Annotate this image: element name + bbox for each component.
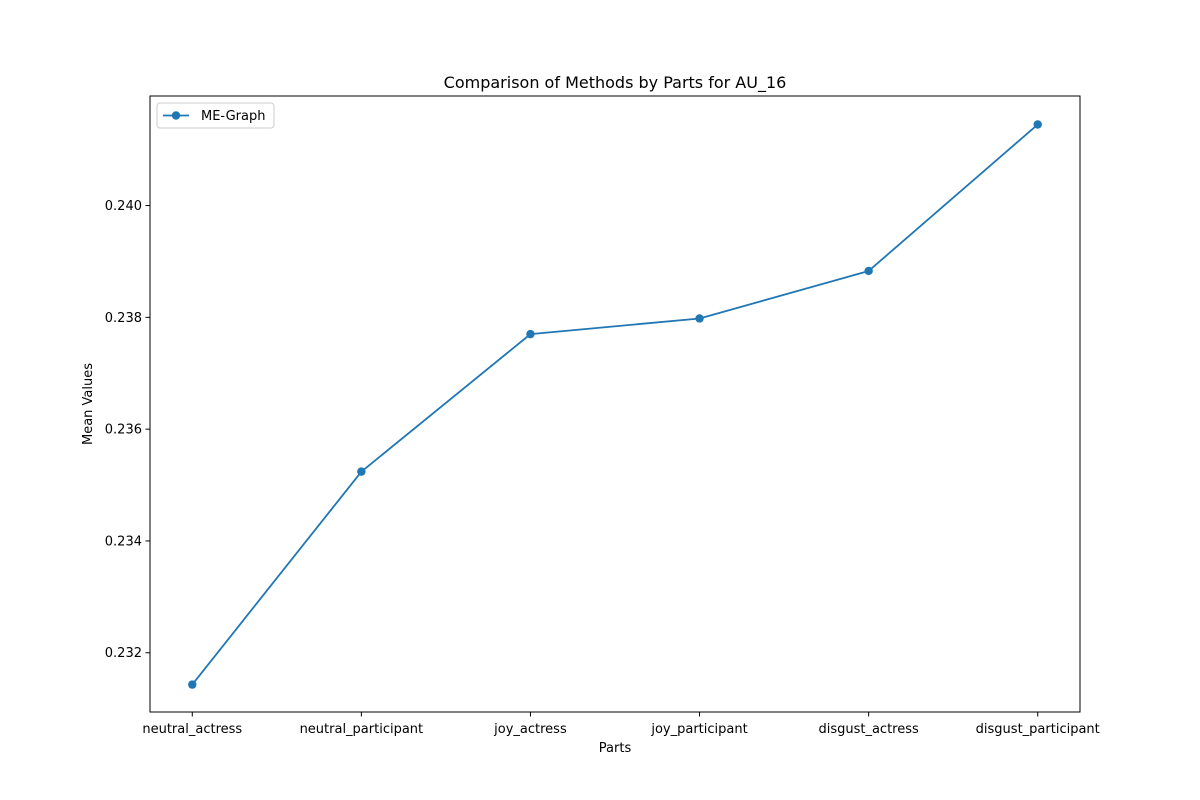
y-tick-label: 0.232: [105, 646, 142, 661]
legend-box: [156, 102, 275, 129]
y-tick-label: 0.240: [105, 199, 142, 214]
data-point: [357, 467, 366, 476]
x-tick-label: neutral_participant: [300, 722, 424, 737]
legend-label: ME-Graph: [201, 109, 265, 124]
x-axis-label: Parts: [599, 741, 632, 756]
x-tick-label: disgust_participant: [976, 722, 1100, 737]
axes-frame: [149, 95, 1081, 713]
legend-marker: [171, 111, 181, 120]
legend: ME-Graph: [156, 102, 275, 129]
x-tick-label: joy_participant: [650, 722, 747, 737]
data-point: [1033, 120, 1042, 129]
y-axis-label: Mean Values: [81, 363, 96, 445]
y-tick-label: 0.234: [105, 534, 142, 549]
x-tick-label: neutral_actress: [142, 722, 242, 737]
data-point: [526, 329, 535, 339]
data-point: [188, 680, 197, 689]
x-tick-label: disgust_actress: [818, 722, 919, 737]
plot-area: neutral_actress neutral_participant joy_ac…: [105, 95, 1100, 737]
y-tick-label: 0.236: [105, 423, 142, 438]
x-tick-label: joy_actress: [493, 722, 567, 737]
series-line: [191, 123, 1039, 686]
data-point: [695, 314, 704, 323]
y-tick-label: 0.238: [105, 311, 142, 326]
chart-title: Comparison of Methods by Parts for AU_16: [444, 73, 787, 93]
data-point: [864, 266, 873, 276]
